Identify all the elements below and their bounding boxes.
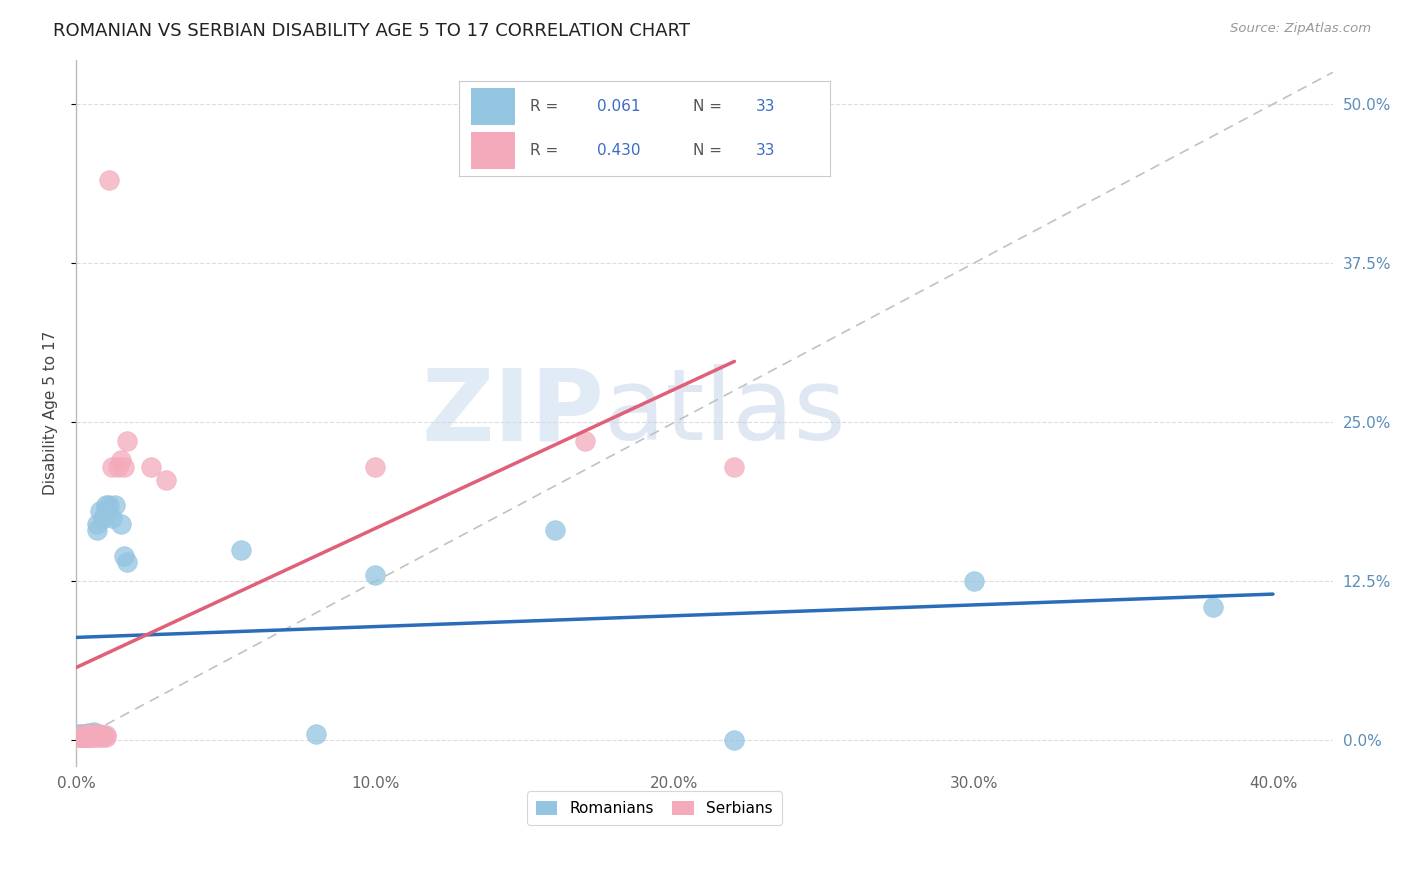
Point (77, 726, 100, 740)
Point (91, 510, 114, 524)
Point (70, 727, 93, 741)
Point (98, 498, 121, 512)
Point (83, 727, 105, 741)
Point (86, 524, 108, 538)
Point (107, 459, 129, 474)
Point (89, 504, 111, 518)
Point (77, 727, 100, 741)
Point (75, 730, 97, 744)
Point (70, 728, 93, 742)
Point (112, 549, 135, 563)
Point (91, 728, 114, 742)
Point (77, 730, 100, 744)
Point (80, 730, 103, 744)
Point (80, 728, 103, 742)
Point (70, 730, 93, 744)
Point (80, 727, 103, 741)
Point (155, 473, 177, 487)
Point (75, 728, 97, 742)
Point (75, 727, 97, 741)
Point (67, 727, 90, 741)
Point (304, 727, 326, 741)
Point (94, 730, 117, 744)
Point (91, 730, 114, 744)
Point (115, 555, 138, 569)
Point (83, 727, 105, 741)
Point (86, 728, 108, 742)
Point (544, 524, 567, 538)
Point (101, 459, 124, 474)
Point (86, 730, 108, 744)
Point (98, 173, 121, 187)
Point (723, 733, 745, 747)
Text: atlas: atlas (605, 364, 845, 461)
Point (574, 434, 596, 449)
Point (115, 434, 138, 449)
Point (110, 517, 132, 532)
Point (110, 453, 132, 467)
Text: ZIP: ZIP (420, 364, 605, 461)
Point (83, 724, 105, 739)
Point (77, 730, 100, 744)
Point (364, 459, 387, 474)
Y-axis label: Disability Age 5 to 17: Disability Age 5 to 17 (44, 331, 58, 495)
Point (94, 504, 117, 518)
Point (67, 730, 90, 744)
Point (364, 568, 387, 582)
Point (94, 728, 117, 742)
Point (80, 730, 103, 744)
Point (86, 517, 108, 532)
Point (101, 510, 124, 524)
Point (89, 727, 111, 741)
Point (75, 730, 97, 744)
Point (139, 459, 162, 474)
Point (1202, 599, 1225, 614)
Point (94, 498, 117, 512)
Point (89, 730, 111, 744)
Point (83, 730, 105, 744)
Legend: Romanians, Serbians: Romanians, Serbians (527, 791, 782, 825)
Point (70, 730, 93, 744)
Point (229, 542, 252, 557)
Text: ROMANIAN VS SERBIAN DISABILITY AGE 5 TO 17 CORRELATION CHART: ROMANIAN VS SERBIAN DISABILITY AGE 5 TO … (53, 22, 690, 40)
Point (77, 730, 100, 744)
Point (104, 498, 127, 512)
Text: Source: ZipAtlas.com: Source: ZipAtlas.com (1230, 22, 1371, 36)
Point (963, 574, 986, 589)
Point (75, 730, 97, 744)
Point (80, 726, 103, 740)
Point (112, 459, 135, 474)
Point (75, 728, 97, 742)
Point (723, 459, 745, 474)
Point (80, 730, 103, 744)
Point (67, 730, 90, 744)
